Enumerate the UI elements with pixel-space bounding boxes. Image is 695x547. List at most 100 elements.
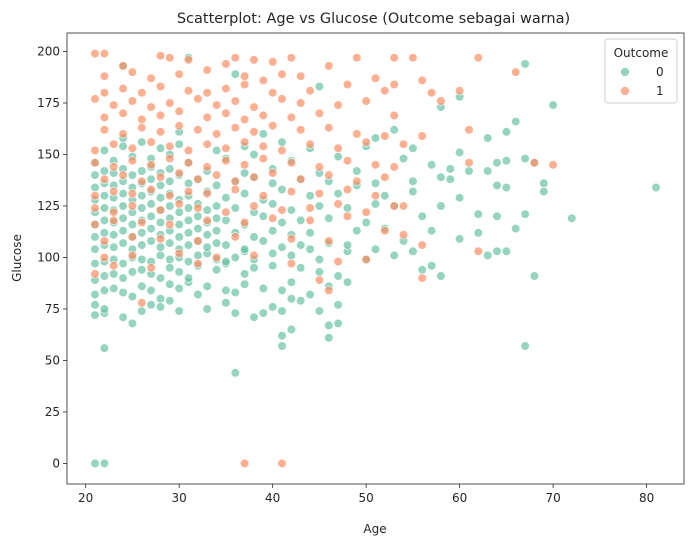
scatter-point-outcome-1 <box>221 108 231 118</box>
scatter-point-outcome-1 <box>249 172 259 182</box>
scatter-point-outcome-1 <box>352 53 362 63</box>
scatter-point-outcome-0 <box>174 207 184 217</box>
scatter-point-outcome-1 <box>127 156 137 166</box>
scatter-point-outcome-0 <box>436 201 446 211</box>
y-tick-label: 125 <box>37 199 60 213</box>
scatter-point-outcome-0 <box>240 189 250 199</box>
scatter-point-outcome-1 <box>258 141 268 151</box>
scatter-point-outcome-1 <box>90 203 100 213</box>
scatter-point-outcome-1 <box>389 162 399 172</box>
scatter-point-outcome-0 <box>146 300 156 310</box>
scatter-point-outcome-1 <box>240 71 250 81</box>
scatter-point-outcome-0 <box>333 300 343 310</box>
scatter-point-outcome-0 <box>212 180 222 190</box>
scatter-point-outcome-1 <box>155 234 166 244</box>
scatter-point-outcome-1 <box>249 102 259 112</box>
legend-label-1: 1 <box>656 84 664 98</box>
scatter-point-outcome-0 <box>483 133 493 143</box>
scatter-point-outcome-1 <box>146 263 156 273</box>
scatter-point-outcome-1 <box>99 48 109 59</box>
scatter-point-outcome-0 <box>165 254 175 265</box>
scatter-point-outcome-0 <box>277 341 287 351</box>
scatter-point-outcome-0 <box>99 228 109 238</box>
scatter-point-outcome-1 <box>333 199 343 209</box>
scatter-point-outcome-0 <box>202 281 212 291</box>
scatter-point-outcome-0 <box>277 137 287 147</box>
scatter-point-outcome-1 <box>249 55 259 65</box>
scatter-point-outcome-1 <box>548 160 558 170</box>
scatter-point-outcome-1 <box>127 143 137 153</box>
scatter-point-outcome-1 <box>464 125 474 135</box>
scatter-point-outcome-1 <box>90 269 100 279</box>
scatter-point-outcome-0 <box>118 287 128 298</box>
scatter-point-outcome-0 <box>155 294 166 304</box>
scatter-point-outcome-0 <box>183 273 194 283</box>
scatter-point-outcome-0 <box>183 203 194 213</box>
scatter-point-outcome-1 <box>174 106 184 116</box>
scatter-point-outcome-0 <box>268 248 278 258</box>
scatter-point-outcome-1 <box>417 131 427 141</box>
scatter-point-outcome-0 <box>305 228 315 238</box>
scatter-point-outcome-0 <box>109 269 119 279</box>
scatter-point-outcome-0 <box>296 263 306 273</box>
scatter-point-outcome-0 <box>146 211 156 221</box>
scatter-point-outcome-1 <box>249 127 259 137</box>
scatter-point-outcome-1 <box>174 168 184 178</box>
scatter-point-outcome-1 <box>314 189 325 199</box>
scatter-point-outcome-0 <box>427 160 437 170</box>
scatter-point-outcome-1 <box>380 131 390 141</box>
scatter-point-outcome-1 <box>361 254 371 265</box>
scatter-point-outcome-1 <box>221 156 231 166</box>
scatter-point-outcome-1 <box>389 201 399 211</box>
scatter-point-outcome-0 <box>118 189 128 199</box>
scatter-point-outcome-1 <box>230 176 240 186</box>
scatter-point-outcome-0 <box>212 238 222 248</box>
scatter-point-outcome-1 <box>286 259 297 269</box>
scatter-point-outcome-0 <box>230 308 240 318</box>
scatter-point-outcome-0 <box>221 257 231 267</box>
scatter-point-outcome-1 <box>193 236 203 246</box>
scatter-point-outcome-1 <box>202 88 212 98</box>
scatter-point-outcome-0 <box>174 306 184 316</box>
scatter-point-outcome-0 <box>258 308 268 318</box>
scatter-point-outcome-1 <box>230 184 240 195</box>
scatter-point-outcome-0 <box>202 242 212 252</box>
scatter-point-outcome-0 <box>361 217 371 228</box>
scatter-point-outcome-0 <box>389 250 399 260</box>
scatter-point-outcome-1 <box>352 176 362 186</box>
scatter-point-outcome-1 <box>361 137 371 147</box>
scatter-point-outcome-1 <box>417 273 427 283</box>
scatter-point-outcome-0 <box>286 250 297 260</box>
scatter-point-outcome-0 <box>277 217 287 228</box>
scatter-point-outcome-1 <box>286 187 297 197</box>
y-tick-label: 0 <box>52 456 60 470</box>
y-tick-label: 25 <box>45 405 60 419</box>
scatter-point-outcome-0 <box>118 201 128 211</box>
scatter-point-outcome-1 <box>324 236 334 246</box>
y-tick-label: 50 <box>45 353 60 367</box>
scatter-point-outcome-1 <box>137 114 147 125</box>
scatter-point-outcome-0 <box>464 166 474 176</box>
scatter-point-outcome-1 <box>193 203 203 213</box>
scatter-point-outcome-0 <box>127 170 137 180</box>
scatter-point-outcome-0 <box>137 265 147 275</box>
scatter-point-outcome-0 <box>314 267 325 277</box>
scatter-point-outcome-1 <box>127 232 137 242</box>
x-tick-label: 80 <box>639 491 654 505</box>
scatter-point-outcome-1 <box>473 53 483 63</box>
scatter-point-outcome-1 <box>230 123 240 133</box>
scatter-point-outcome-1 <box>240 137 250 147</box>
scatter-point-outcome-1 <box>361 207 371 217</box>
scatter-point-outcome-1 <box>511 67 521 77</box>
scatter-point-outcome-0 <box>520 209 530 219</box>
scatter-point-outcome-1 <box>127 201 137 211</box>
scatter-point-outcome-0 <box>165 279 175 289</box>
scatter-point-outcome-0 <box>137 137 147 147</box>
scatter-point-outcome-0 <box>183 228 194 238</box>
scatter-point-outcome-1 <box>277 205 287 215</box>
scatter-point-outcome-0 <box>333 318 343 329</box>
scatter-point-outcome-0 <box>99 458 109 469</box>
scatter-point-outcome-0 <box>333 189 343 199</box>
scatter-point-outcome-1 <box>155 51 166 61</box>
scatter-point-outcome-0 <box>370 199 381 209</box>
